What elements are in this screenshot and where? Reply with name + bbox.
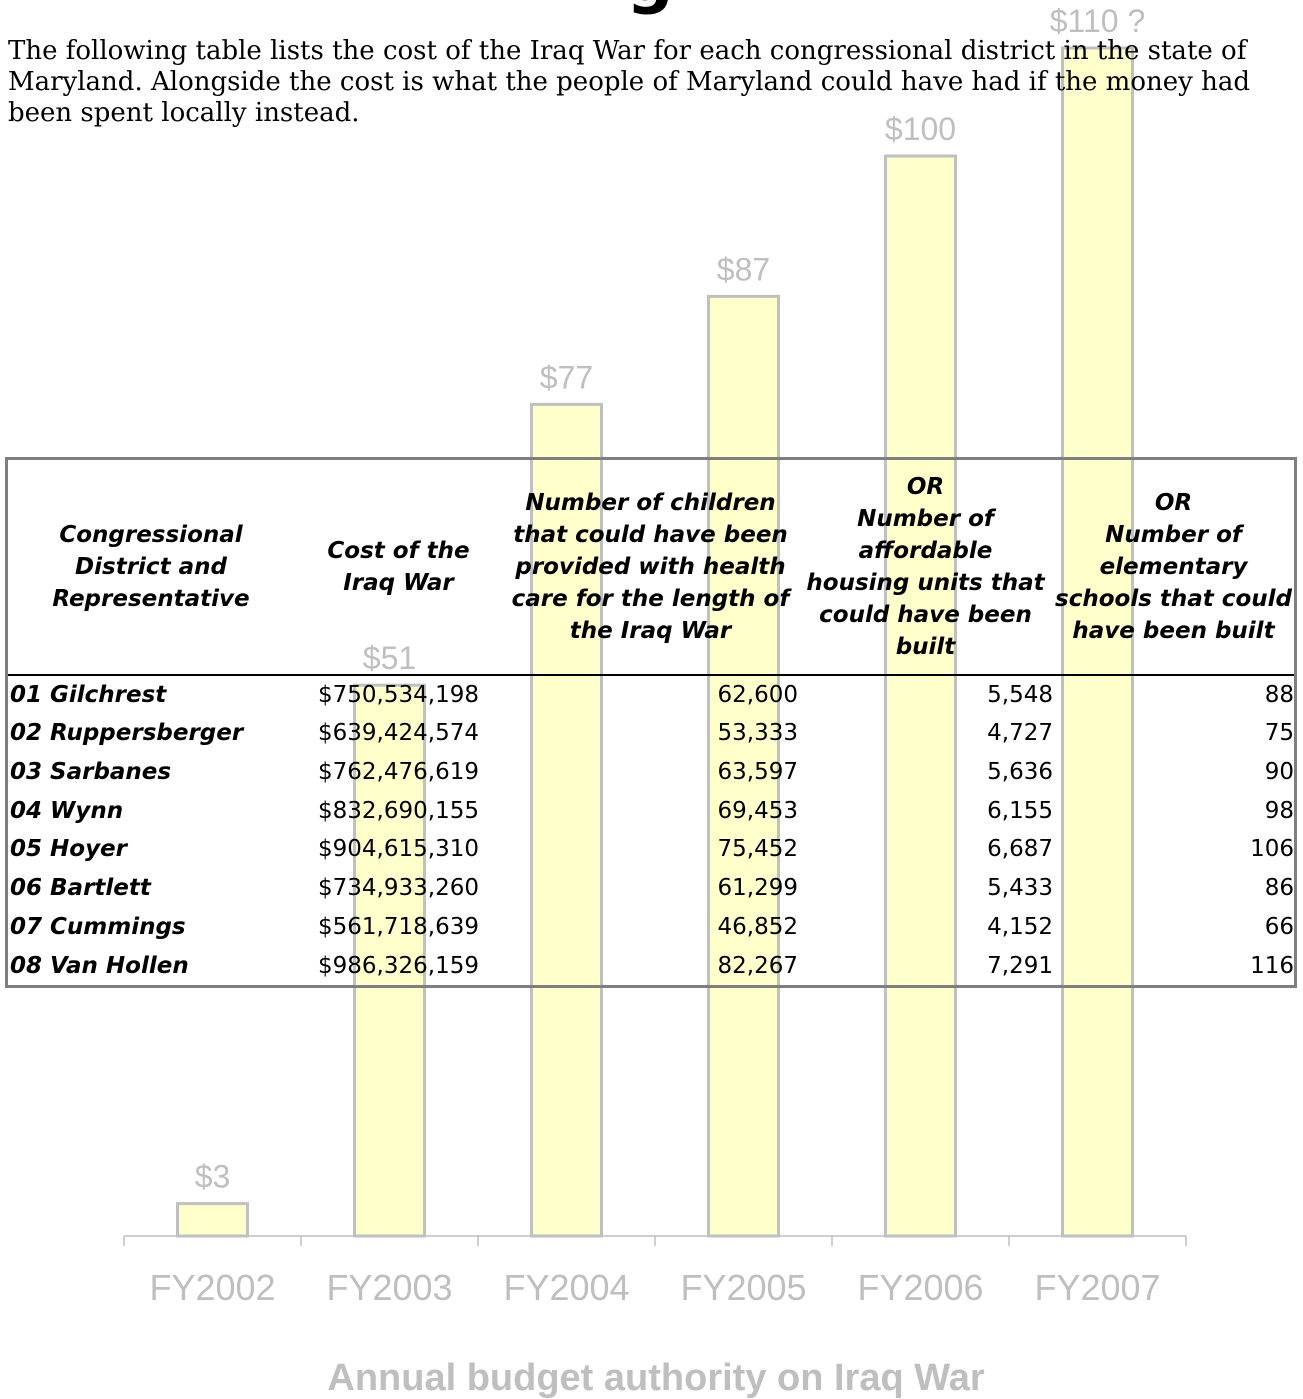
bar-data-label: $87 (717, 251, 770, 287)
representative-cell: 05 Hoyer (10, 836, 127, 863)
children-cell: 75,452 (717, 836, 798, 863)
schools-cell: 116 (1250, 952, 1294, 979)
children-cell: 53,333 (717, 720, 798, 747)
header-line: provided with health (515, 554, 786, 580)
bar-data-label: $3 (195, 1159, 231, 1195)
x-tick-label: FY2007 (1034, 1267, 1160, 1308)
bar-group (176, 46, 1134, 1238)
district-cost-table: Congressional District and Representative C… (5, 457, 1297, 988)
header-children: Number of children that could have been pr… (503, 460, 798, 675)
cost-cell: $986,326,159 (318, 952, 479, 979)
header-line: care for the length of (511, 586, 790, 612)
header-line: the Iraq War (569, 618, 732, 644)
children-cell: 62,600 (717, 681, 798, 708)
header-line: District and (75, 554, 227, 580)
representative-cell: 03 Sarbanes (10, 758, 172, 785)
schools-cell: 86 (1264, 875, 1294, 902)
housing-cell: 5,548 (987, 681, 1053, 708)
schools-cell: 66 (1264, 913, 1294, 940)
intro-paragraph: The following table lists the cost of th… (8, 36, 1250, 128)
header-housing: OR Number of affordable housing units that c… (798, 460, 1053, 675)
header-line: OR (906, 474, 945, 500)
schools-cell: 88 (1264, 681, 1294, 708)
header-line: elementary (1099, 554, 1248, 580)
header-line: Number of (857, 506, 994, 532)
header-line: Representative (52, 586, 250, 612)
header-line: that could have been (513, 522, 788, 548)
table-row: 05 Hoyer $904,615,310 75,452 6,687 106 (8, 830, 1294, 869)
cost-cell: $639,424,574 (318, 720, 479, 747)
header-line: schools that could (1055, 586, 1292, 612)
table-row: 01 Gilchrest $750,534,198 62,600 5,548 88 (8, 675, 1294, 714)
schools-cell: 90 (1264, 758, 1294, 785)
x-tick-label: FY2005 (680, 1267, 806, 1308)
x-tick-label: FY2004 (503, 1267, 629, 1308)
schools-cell: 75 (1264, 720, 1294, 747)
children-cell: 61,299 (717, 875, 798, 902)
housing-cell: 6,687 (987, 836, 1053, 863)
x-axis (123, 1235, 1187, 1246)
schools-cell: 106 (1250, 836, 1294, 863)
header-line: could have been (819, 602, 1032, 628)
children-cell: 69,453 (717, 797, 798, 824)
label-group: $3 FY2002 $51 FY2003 $77 FY2004 $87 FY2005 $100 F… (149, 3, 1160, 1308)
header-line: OR (1154, 490, 1193, 516)
header-line: housing units that (806, 570, 1045, 596)
table-row: 08 Van Hollen $986,326,159 82,267 7,291 116 (8, 946, 1294, 985)
bar (530, 402, 603, 1238)
children-cell: 63,597 (717, 758, 798, 785)
schools-cell: 98 (1264, 797, 1294, 824)
cost-cell: $750,534,198 (318, 681, 479, 708)
representative-cell: 07 Cummings (10, 913, 186, 940)
x-tick-label: FY2003 (326, 1267, 452, 1308)
cost-cell: $734,933,260 (318, 875, 479, 902)
housing-cell: 4,727 (987, 720, 1053, 747)
table-row: 07 Cummings $561,718,639 46,852 4,152 66 (8, 908, 1294, 947)
cost-cell: $832,690,155 (318, 797, 479, 824)
table-row: 06 Bartlett $734,933,260 61,299 5,433 86 (8, 869, 1294, 908)
bar-data-label: $77 (540, 359, 593, 395)
header-district-rep: Congressional District and Representative (8, 460, 294, 675)
table-row: 02 Ruppersberger $639,424,574 53,333 4,727 7… (8, 714, 1294, 753)
header-schools: OR Number of elementary schools that could h… (1053, 460, 1294, 675)
representative-cell: 01 Gilchrest (10, 681, 167, 708)
cost-cell: $904,615,310 (318, 836, 479, 863)
housing-cell: 5,636 (987, 758, 1053, 785)
housing-cell: 5,433 (987, 875, 1053, 902)
housing-cell: 6,155 (987, 797, 1053, 824)
representative-cell: 02 Ruppersberger (10, 720, 244, 747)
housing-cell: 4,152 (987, 913, 1053, 940)
x-tick-label: FY2006 (857, 1267, 983, 1308)
table-row: 04 Wynn $832,690,155 69,453 6,155 98 (8, 791, 1294, 830)
header-cost: Cost of the Iraq War (294, 460, 503, 675)
header-line: affordable (858, 538, 993, 564)
housing-cell: 7,291 (987, 952, 1053, 979)
page-heading-fragment: g (560, 0, 740, 11)
representative-cell: 06 Bartlett (10, 875, 151, 902)
header-line: built (895, 634, 956, 660)
header-line: Number of (1105, 522, 1242, 548)
children-cell: 46,852 (717, 913, 798, 940)
representative-cell: 08 Van Hollen (10, 952, 189, 979)
table-header-row: Congressional District and Representative C… (8, 460, 1294, 675)
table-body: 01 Gilchrest $750,534,198 62,600 5,548 88 02 … (8, 675, 1294, 985)
chart-title: Annual budget authority on Iraq War (327, 1357, 984, 1399)
bar (353, 683, 426, 1238)
header-line: have been built (1072, 618, 1275, 644)
x-tick-label: FY2002 (149, 1267, 275, 1308)
cost-cell: $762,476,619 (318, 758, 479, 785)
header-line: Congressional (59, 522, 243, 548)
bar-data-label: $100 (885, 111, 956, 147)
header-line: Iraq War (343, 570, 454, 596)
cost-cell: $561,718,639 (318, 913, 479, 940)
table-row: 03 Sarbanes $762,476,619 63,597 5,636 90 (8, 753, 1294, 792)
bar (176, 1202, 249, 1238)
header-line: Number of children (525, 490, 776, 516)
bar-data-label: $51 (363, 640, 416, 676)
bar-data-label: $110 ? (1050, 3, 1146, 39)
header-line: Cost of the (327, 538, 470, 564)
representative-cell: 04 Wynn (10, 797, 124, 824)
children-cell: 82,267 (717, 952, 798, 979)
